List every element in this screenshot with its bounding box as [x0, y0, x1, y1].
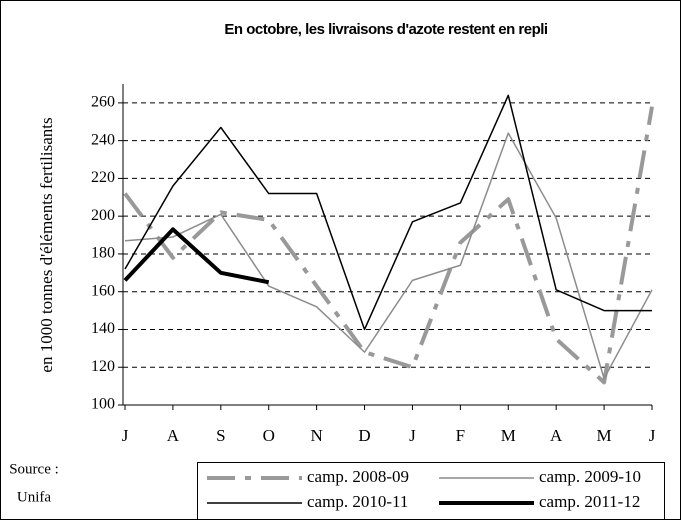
y-tick-label: 160: [91, 282, 115, 299]
x-tick-label: A: [167, 426, 180, 445]
legend-label: camp. 2010-11: [307, 492, 408, 511]
series-line: [123, 227, 270, 285]
legend-box: [197, 462, 665, 520]
x-tick-label: M: [501, 426, 516, 445]
x-tick-label: D: [358, 426, 370, 445]
y-tick-label: 100: [91, 396, 115, 413]
x-tick-label: O: [263, 426, 275, 445]
legend-label: camp. 2008-09: [307, 467, 409, 486]
y-tick-label: 220: [91, 169, 115, 186]
y-tick-label: 260: [91, 94, 115, 111]
x-tick-label: S: [216, 426, 225, 445]
y-tick-label: 200: [91, 207, 115, 224]
series-line: [124, 94, 652, 331]
legend-label: camp. 2009-10: [539, 467, 641, 486]
chart-title: En octobre, les livraisons d'azote reste…: [224, 21, 548, 38]
series-line: [123, 106, 654, 385]
y-tick-label: 120: [91, 358, 115, 375]
x-tick-label: N: [310, 426, 322, 445]
y-tick-label: 140: [91, 320, 115, 337]
x-tick-label: J: [122, 426, 129, 445]
series-line: [124, 132, 653, 380]
y-tick-label: 180: [91, 245, 115, 262]
y-tick-label: 240: [91, 131, 115, 148]
source-label: Source :: [9, 461, 59, 477]
x-tick-label: A: [550, 426, 563, 445]
x-tick-label: M: [597, 426, 612, 445]
source: Unifa: [17, 489, 51, 505]
x-tick-label: J: [649, 426, 656, 445]
legend-label: camp. 2011-12: [539, 492, 640, 511]
y-axis-label: en 1000 tonnes d'éléments fertilisants: [37, 117, 56, 372]
x-tick-label: J: [409, 426, 416, 445]
x-tick-label: F: [456, 426, 465, 445]
